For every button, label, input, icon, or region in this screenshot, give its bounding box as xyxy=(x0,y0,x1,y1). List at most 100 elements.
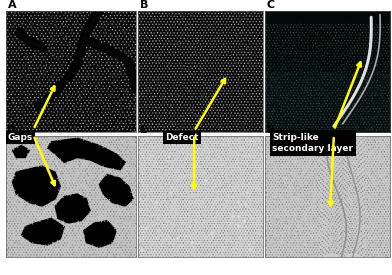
Point xyxy=(171,108,177,112)
Point xyxy=(3,164,9,169)
Point xyxy=(362,104,368,108)
Point xyxy=(254,188,260,192)
Point xyxy=(151,133,157,138)
Point xyxy=(271,188,277,192)
Point xyxy=(60,89,67,93)
Point xyxy=(24,152,31,156)
Point xyxy=(84,243,90,247)
Point xyxy=(204,229,211,233)
Point xyxy=(282,140,288,144)
Point xyxy=(354,167,360,172)
Point xyxy=(342,86,348,90)
Point xyxy=(64,124,70,128)
Point xyxy=(383,54,389,58)
Point xyxy=(363,200,369,204)
Point xyxy=(179,229,185,233)
Point xyxy=(205,166,211,171)
Point xyxy=(31,219,37,224)
Point xyxy=(72,25,78,29)
Point xyxy=(143,145,150,149)
Point xyxy=(151,195,157,200)
Point xyxy=(352,184,358,188)
Point xyxy=(303,147,309,152)
Point xyxy=(74,101,81,105)
Point xyxy=(3,240,9,245)
Point xyxy=(136,147,143,152)
Point xyxy=(361,188,368,192)
Point xyxy=(366,224,372,228)
Point xyxy=(301,198,308,202)
Point xyxy=(367,255,373,260)
Point xyxy=(189,183,195,188)
Point xyxy=(87,58,94,62)
Point xyxy=(94,174,100,178)
Point xyxy=(166,39,172,43)
Point xyxy=(349,154,355,159)
Point xyxy=(94,169,100,173)
Point xyxy=(91,63,97,67)
Point xyxy=(67,37,73,42)
Point xyxy=(49,37,56,41)
Point xyxy=(135,212,141,216)
Point xyxy=(162,166,168,171)
Point xyxy=(108,147,114,152)
Point xyxy=(338,251,344,255)
Point xyxy=(230,243,236,248)
Point xyxy=(64,19,70,24)
Point xyxy=(10,84,16,88)
Point xyxy=(127,212,133,216)
Point xyxy=(140,83,146,87)
Point xyxy=(380,157,386,161)
Point xyxy=(283,252,290,257)
Point xyxy=(328,56,334,61)
Point xyxy=(67,255,74,260)
Point xyxy=(136,200,143,204)
Point xyxy=(66,224,73,229)
Point xyxy=(30,28,36,32)
Point xyxy=(93,106,99,111)
Point xyxy=(374,125,381,129)
Point xyxy=(332,205,339,209)
Point xyxy=(282,241,288,245)
Point xyxy=(109,135,115,140)
Point xyxy=(93,171,99,176)
Point xyxy=(357,245,363,249)
Point xyxy=(314,54,320,59)
Point xyxy=(379,127,385,132)
Point xyxy=(189,217,195,221)
Point xyxy=(197,145,203,149)
Point xyxy=(330,161,336,166)
Point xyxy=(169,231,175,235)
Point xyxy=(164,130,171,135)
Point xyxy=(302,150,308,154)
Point xyxy=(267,28,273,32)
Point xyxy=(10,54,16,59)
Point xyxy=(343,174,349,178)
Point xyxy=(291,57,297,61)
Point xyxy=(13,101,20,106)
Point xyxy=(127,207,133,211)
Point xyxy=(165,9,171,13)
Point xyxy=(316,221,322,226)
Point xyxy=(187,147,194,152)
Point xyxy=(248,94,254,99)
Point xyxy=(244,195,250,200)
Point xyxy=(142,243,148,248)
Point xyxy=(59,63,65,67)
Point xyxy=(160,197,167,202)
Point xyxy=(173,142,180,147)
Point xyxy=(296,174,302,178)
Point xyxy=(64,119,71,123)
Point xyxy=(376,112,382,116)
Point xyxy=(237,198,243,202)
Point xyxy=(221,229,228,233)
Point xyxy=(140,11,146,16)
Point xyxy=(385,122,392,127)
Point xyxy=(41,140,47,144)
Point xyxy=(139,152,145,156)
Point xyxy=(244,133,250,138)
Point xyxy=(128,172,134,176)
Point xyxy=(233,91,240,96)
Point xyxy=(29,160,35,164)
Point xyxy=(125,205,131,209)
